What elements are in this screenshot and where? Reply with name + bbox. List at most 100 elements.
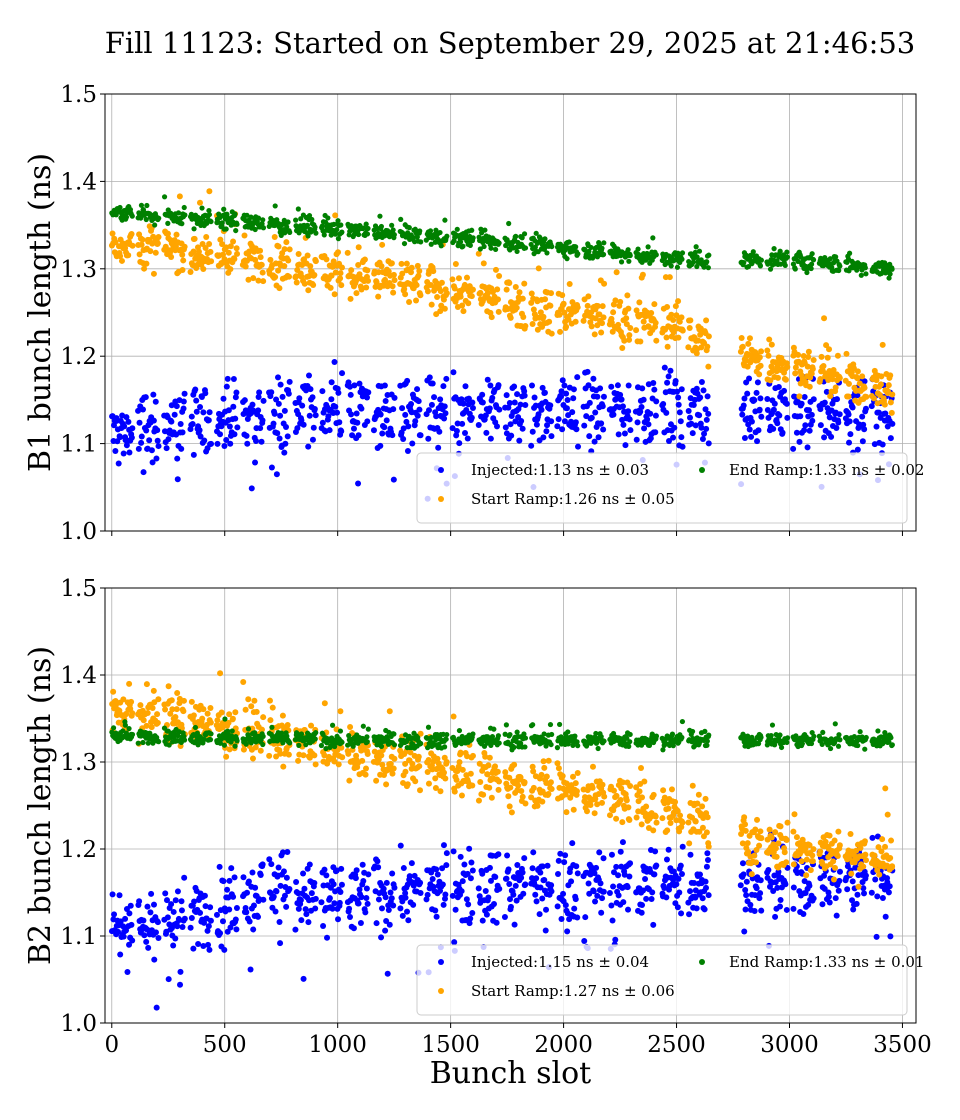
data-point <box>790 445 797 452</box>
data-point <box>806 842 813 849</box>
data-point <box>796 393 803 400</box>
data-point <box>678 870 685 877</box>
data-point <box>703 863 710 870</box>
data-point <box>833 425 840 432</box>
data-point <box>205 941 212 948</box>
data-point <box>617 797 624 804</box>
data-point <box>295 757 302 764</box>
data-point <box>503 286 510 293</box>
data-point <box>782 262 788 268</box>
data-point <box>696 871 703 878</box>
data-point <box>167 710 174 717</box>
data-point <box>305 233 311 239</box>
data-point <box>120 933 127 940</box>
data-point <box>266 856 273 863</box>
data-point <box>152 398 159 405</box>
data-point <box>619 344 626 351</box>
data-point <box>886 275 892 281</box>
data-point <box>741 928 748 935</box>
data-point <box>677 862 684 869</box>
data-point <box>742 357 749 364</box>
data-point <box>573 788 580 795</box>
data-point <box>521 855 528 862</box>
data-point <box>492 266 499 273</box>
x-tick-label: 500 <box>203 1032 247 1058</box>
data-point <box>650 827 657 834</box>
data-point <box>344 249 351 256</box>
data-point <box>275 864 282 871</box>
data-point <box>241 397 248 404</box>
data-point <box>477 289 484 296</box>
data-point <box>494 296 501 303</box>
data-point <box>776 412 783 419</box>
data-point <box>817 422 824 429</box>
data-point <box>672 799 679 806</box>
data-point <box>744 363 751 370</box>
data-point <box>573 244 579 250</box>
data-point <box>806 882 813 889</box>
data-point <box>764 396 771 403</box>
data-point <box>879 836 886 843</box>
data-point <box>600 393 607 400</box>
data-point <box>293 217 299 223</box>
data-point <box>704 343 711 350</box>
data-point <box>310 424 317 431</box>
data-point <box>180 405 187 412</box>
data-point <box>162 890 169 897</box>
data-point <box>705 843 712 850</box>
data-point <box>456 440 463 447</box>
data-point <box>627 783 634 790</box>
data-point <box>260 225 267 231</box>
data-point <box>135 740 141 746</box>
data-point <box>487 435 494 442</box>
data-point <box>229 715 236 722</box>
data-point <box>325 413 332 420</box>
data-point <box>283 423 290 430</box>
data-point <box>221 206 227 212</box>
data-point <box>383 417 390 424</box>
data-point <box>846 418 853 425</box>
data-point <box>624 292 631 299</box>
data-point <box>399 912 406 919</box>
data-point <box>459 766 466 773</box>
data-point <box>564 396 571 403</box>
data-point <box>617 298 624 305</box>
data-point <box>767 266 774 272</box>
data-point <box>795 351 802 358</box>
data-point <box>687 317 694 324</box>
data-point <box>416 268 423 275</box>
data-point <box>140 469 147 476</box>
data-point <box>243 432 250 439</box>
data-point <box>623 797 630 804</box>
data-point <box>817 375 824 382</box>
data-point <box>220 878 227 885</box>
data-point <box>338 264 345 271</box>
data-point <box>240 746 247 753</box>
data-point <box>862 265 868 271</box>
data-point <box>266 697 273 704</box>
data-point <box>512 882 519 889</box>
data-point <box>390 406 397 413</box>
data-point <box>845 393 852 400</box>
data-point <box>563 405 570 412</box>
data-point <box>390 476 397 483</box>
data-point <box>679 327 686 334</box>
data-point <box>529 321 536 328</box>
data-point <box>608 319 615 326</box>
data-point <box>821 434 828 441</box>
data-point <box>359 861 366 868</box>
data-point <box>150 270 157 277</box>
data-point <box>739 840 746 847</box>
data-point <box>821 872 828 879</box>
data-point <box>434 294 441 301</box>
data-point <box>398 260 405 267</box>
data-point <box>665 373 672 380</box>
data-point <box>507 784 514 791</box>
data-point <box>515 782 522 789</box>
data-point <box>404 908 411 915</box>
data-point <box>440 901 447 908</box>
data-point <box>379 761 386 768</box>
data-point <box>585 293 592 300</box>
data-point <box>409 760 416 767</box>
data-point <box>623 315 630 322</box>
